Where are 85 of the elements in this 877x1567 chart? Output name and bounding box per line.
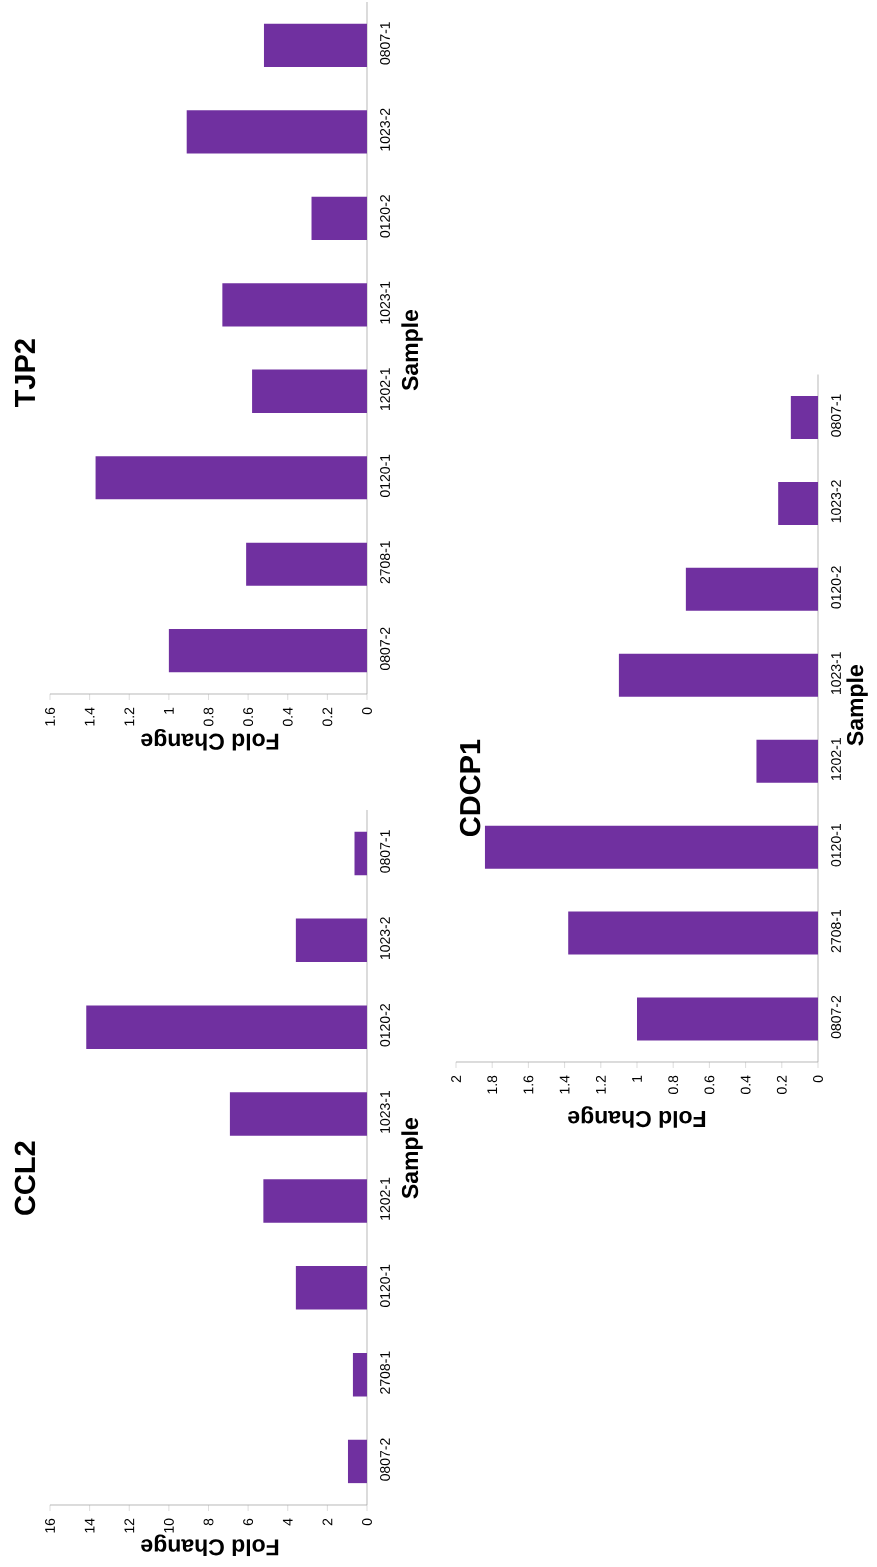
bar [222,283,367,327]
bar [778,481,818,525]
bar [263,1179,367,1223]
y-tick-label: 0120-2 [380,195,390,238]
bar [790,395,818,439]
x-tick-label: 10 [163,1518,174,1533]
y-tick-label: 0807-2 [380,627,390,671]
bar [618,653,818,697]
y-tick-label: 1023-2 [831,480,841,523]
bar [186,110,367,154]
x-tick-label: 1.4 [559,1075,570,1094]
y-tick-label: 0807-2 [831,995,841,1039]
bar [95,456,367,500]
bar [685,567,818,611]
y-tick-label: 2708-1 [380,1351,390,1394]
x-tick-label: 1.2 [595,1075,606,1094]
x-tick-label: 0.4 [740,1075,751,1094]
x-tick-label: 6 [243,1518,254,1526]
x-tick-label: 12 [124,1518,135,1533]
y-tick-label: 2708-1 [831,910,841,953]
x-tick-label: 1.8 [487,1075,498,1094]
bar [168,629,367,673]
text: CDCP1 [459,739,481,837]
bar [263,23,367,67]
x-tick-label: 1.4 [84,707,95,726]
y-tick-label: 1202-1 [380,1177,390,1220]
y-axis-title: Sample [846,665,868,746]
x-tick-label: 0.4 [282,707,293,726]
bar [295,1266,367,1310]
bar [756,739,818,783]
x-tick-label: 14 [84,1518,95,1533]
bar [295,918,367,963]
y-tick-label: 0120-1 [380,1264,390,1308]
y-tick-label: 1023-2 [380,108,390,151]
bar [311,196,367,240]
y-tick-label: 1023-1 [831,652,841,695]
x-axis-title: Fold Change [141,728,279,751]
x-axis-title: Fold Change [568,1106,706,1128]
bar [637,997,818,1041]
x-tick-label: 0.6 [704,1075,715,1094]
y-tick-label: 1023-2 [380,917,390,960]
y-tick-label: 0120-1 [831,824,841,867]
bar [352,1352,367,1397]
y-tick-label: 0807-1 [380,830,390,873]
x-tick-label: 2 [451,1075,461,1083]
text: CCL2 [14,1141,36,1215]
bar [568,911,818,955]
x-tick-label: 4 [282,1518,293,1526]
bar [86,1005,367,1049]
bar [246,542,367,586]
x-tick-label: 1 [164,707,174,714]
y-tick-label: 0807-1 [380,22,390,65]
y-tick-label: 0807-2 [380,1438,390,1481]
y-axis-title: Sample [401,1118,423,1199]
bar [252,369,367,413]
x-tick-label: 0 [362,707,372,715]
text: TJP2 [14,339,36,408]
y-tick-label: 0120-1 [380,454,390,498]
x-tick-label: 0.2 [322,707,333,726]
y-axis-title: Sample [401,309,423,391]
y-tick-label: 2708-1 [380,541,390,584]
x-tick-label: 1.6 [45,707,55,726]
x-tick-label: 2 [322,1518,333,1526]
x-tick-label: 16 [45,1518,55,1533]
y-tick-label: 1023-1 [380,1090,390,1133]
y-tick-label: 1023-1 [380,281,390,324]
x-tick-label: 0.8 [203,707,214,726]
x-tick-label: 0 [362,1518,372,1526]
bar [347,1439,367,1484]
x-tick-label: 0.8 [668,1075,679,1094]
y-tick-label: 0120-2 [380,1004,390,1047]
x-tick-label: 8 [203,1518,214,1526]
x-axis-title: Fold Change [141,1534,279,1557]
bar [229,1092,367,1136]
x-tick-label: 0.2 [776,1075,787,1094]
y-tick-label: 1202-1 [380,368,390,410]
x-tick-label: 0.6 [243,707,254,726]
x-tick-label: 0 [813,1075,823,1083]
bar [484,825,818,869]
x-tick-label: 1.2 [124,707,135,726]
x-tick-label: 1.6 [523,1075,534,1094]
y-tick-label: 0807-1 [831,394,841,437]
y-tick-label: 0120-2 [831,566,841,609]
x-tick-label: 1 [632,1075,642,1082]
y-tick-label: 1202-1 [831,738,841,780]
